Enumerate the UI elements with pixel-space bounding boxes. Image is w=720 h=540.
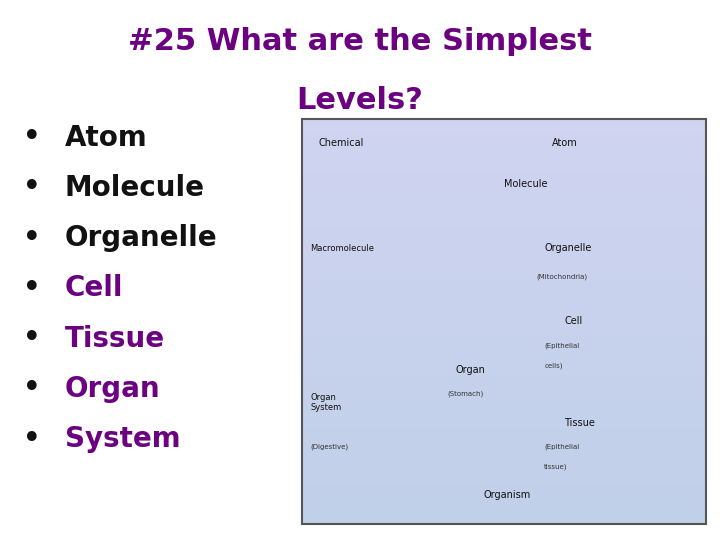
Bar bbox=[302, 416, 706, 429]
Text: Tissue: Tissue bbox=[65, 325, 165, 353]
Text: (Stomach): (Stomach) bbox=[448, 391, 484, 397]
Bar bbox=[302, 470, 706, 483]
Text: Organ: Organ bbox=[456, 365, 485, 375]
Text: Cell: Cell bbox=[564, 316, 582, 326]
Bar bbox=[302, 443, 706, 456]
Text: Cell: Cell bbox=[65, 274, 123, 302]
Bar bbox=[302, 389, 706, 402]
Bar bbox=[302, 402, 706, 416]
Text: Tissue: Tissue bbox=[564, 417, 595, 428]
Text: •: • bbox=[22, 171, 41, 205]
Bar bbox=[302, 456, 706, 470]
Bar bbox=[302, 308, 706, 321]
Bar bbox=[302, 240, 706, 254]
Bar bbox=[302, 348, 706, 362]
Text: •: • bbox=[22, 272, 41, 305]
Text: Organelle: Organelle bbox=[65, 224, 217, 252]
Text: •: • bbox=[22, 121, 41, 154]
Bar bbox=[302, 281, 706, 294]
Text: •: • bbox=[22, 322, 41, 355]
Text: Organism: Organism bbox=[484, 490, 531, 501]
Bar bbox=[302, 321, 706, 335]
Text: •: • bbox=[22, 372, 41, 406]
Bar bbox=[302, 119, 706, 524]
Text: #25 What are the Simplest: #25 What are the Simplest bbox=[128, 27, 592, 56]
Text: cells): cells) bbox=[544, 362, 563, 369]
Bar bbox=[302, 132, 706, 146]
Bar bbox=[302, 267, 706, 281]
Text: (Digestive): (Digestive) bbox=[310, 443, 348, 450]
Bar bbox=[302, 186, 706, 200]
Bar bbox=[302, 362, 706, 375]
Text: (Mitochondria): (Mitochondria) bbox=[536, 273, 588, 280]
Text: Organ: Organ bbox=[65, 375, 161, 403]
Bar bbox=[302, 200, 706, 213]
Bar bbox=[302, 335, 706, 348]
Bar bbox=[302, 146, 706, 159]
Text: Atom: Atom bbox=[552, 138, 578, 148]
Text: Macromolecule: Macromolecule bbox=[310, 244, 374, 253]
Bar bbox=[302, 159, 706, 173]
Bar bbox=[302, 429, 706, 443]
Text: Molecule: Molecule bbox=[504, 179, 547, 188]
Text: Levels?: Levels? bbox=[297, 86, 423, 116]
Text: Atom: Atom bbox=[65, 124, 148, 152]
Text: System: System bbox=[65, 425, 181, 453]
Text: (Epithelial: (Epithelial bbox=[544, 342, 580, 349]
Bar bbox=[302, 375, 706, 389]
Text: tissue): tissue) bbox=[544, 464, 568, 470]
Bar bbox=[302, 497, 706, 510]
Text: (Epithelial: (Epithelial bbox=[544, 443, 580, 450]
Bar bbox=[302, 119, 706, 132]
Bar bbox=[302, 483, 706, 497]
Text: Organelle: Organelle bbox=[544, 244, 592, 253]
Bar bbox=[302, 173, 706, 186]
Bar bbox=[302, 510, 706, 524]
Text: •: • bbox=[22, 422, 41, 456]
Text: Molecule: Molecule bbox=[65, 174, 204, 202]
Bar bbox=[302, 227, 706, 240]
Bar bbox=[302, 294, 706, 308]
Bar bbox=[302, 254, 706, 267]
Bar bbox=[302, 213, 706, 227]
Text: Organ
System: Organ System bbox=[310, 393, 342, 412]
Text: Chemical: Chemical bbox=[318, 138, 364, 148]
Text: •: • bbox=[22, 221, 41, 255]
